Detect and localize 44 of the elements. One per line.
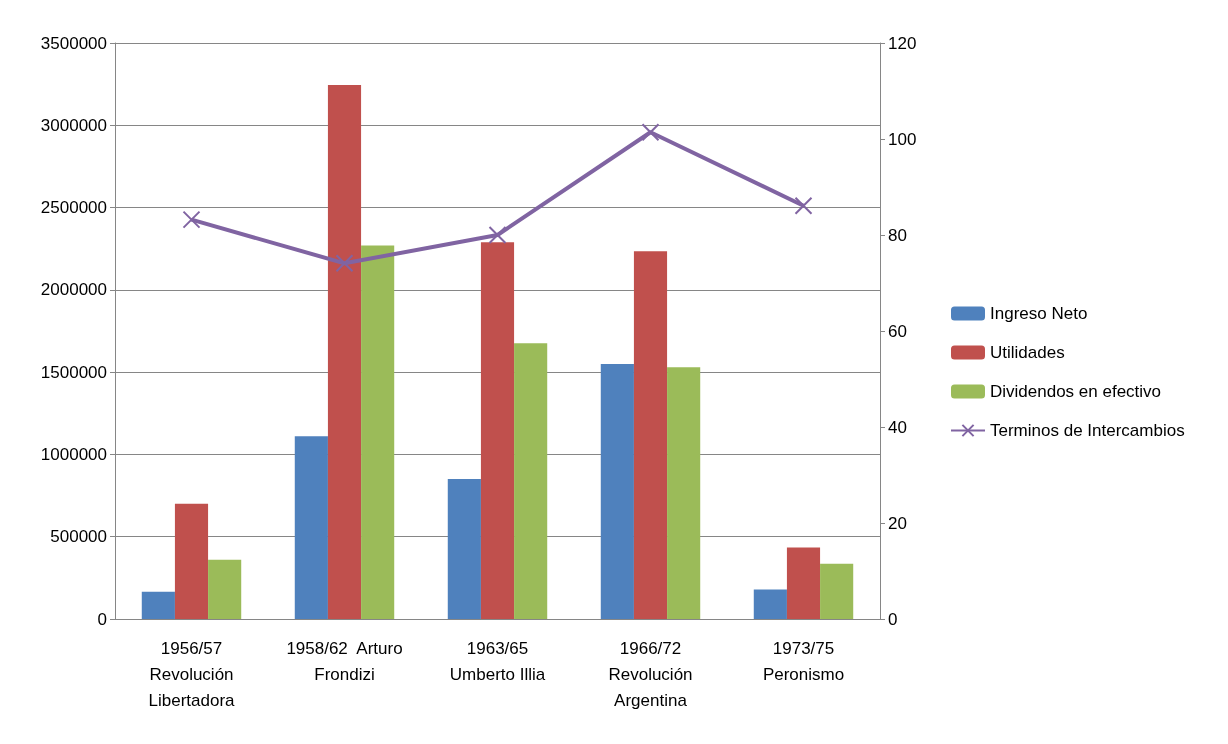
bar <box>447 479 481 619</box>
bar <box>820 563 854 619</box>
bar <box>633 251 668 619</box>
y2-tick-label: 80 <box>888 225 907 245</box>
x-tick-label: 1956/57 Revolución Libertadora <box>148 638 236 710</box>
bar <box>294 436 328 619</box>
y2-tick-label: 60 <box>888 321 907 341</box>
bar <box>600 363 634 619</box>
point <box>335 254 354 273</box>
y2-tick-label: 0 <box>888 609 898 629</box>
y-tick-label: 2000000 <box>40 280 107 300</box>
x-tick-label: 1963/65 Umberto Illia <box>449 638 546 684</box>
bar <box>480 242 515 619</box>
bar <box>174 503 209 619</box>
y-tick-label: 3000000 <box>40 115 107 135</box>
y2-tick-label: 40 <box>888 417 907 437</box>
legend-label: Utilidades <box>990 343 1065 362</box>
point <box>794 196 813 215</box>
point <box>641 123 660 142</box>
bar <box>667 367 701 619</box>
bar <box>514 343 548 619</box>
bar <box>327 84 362 619</box>
legend-label: Terminos de Intercambios <box>990 421 1185 440</box>
bar <box>753 589 787 619</box>
legend-label: Dividendos en efectivo <box>990 382 1162 401</box>
y-tick-label: 500000 <box>50 527 107 547</box>
y-tick-label: 2500000 <box>40 198 107 218</box>
y-tick-label: 1500000 <box>40 362 107 382</box>
bar <box>208 559 242 619</box>
legend-label: Ingreso Neto <box>990 304 1088 323</box>
y-tick-label: 0 <box>97 609 107 629</box>
y-tick-label: 3500000 <box>40 33 107 53</box>
x-tick-label: 1958/62 Arturo Frondizi <box>286 638 403 684</box>
bar <box>786 547 821 619</box>
point <box>182 210 201 229</box>
x-tick-label: 1966/72 Revolución Argentina <box>608 638 693 710</box>
point <box>488 226 507 244</box>
bar <box>141 591 175 619</box>
x-tick-label: 1973/75 Peronismo <box>762 638 845 684</box>
y2-tick-label: 120 <box>888 33 917 53</box>
y-tick-label: 1000000 <box>40 444 107 464</box>
bar <box>361 245 395 619</box>
y2-tick-label: 100 <box>888 129 917 149</box>
y2-tick-label: 20 <box>888 513 907 533</box>
